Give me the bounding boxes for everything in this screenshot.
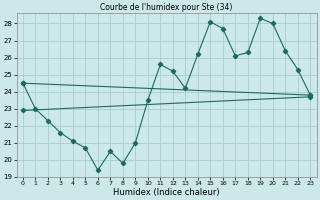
X-axis label: Humidex (Indice chaleur): Humidex (Indice chaleur): [113, 188, 220, 197]
Title: Courbe de l'humidex pour Ste (34): Courbe de l'humidex pour Ste (34): [100, 3, 233, 12]
